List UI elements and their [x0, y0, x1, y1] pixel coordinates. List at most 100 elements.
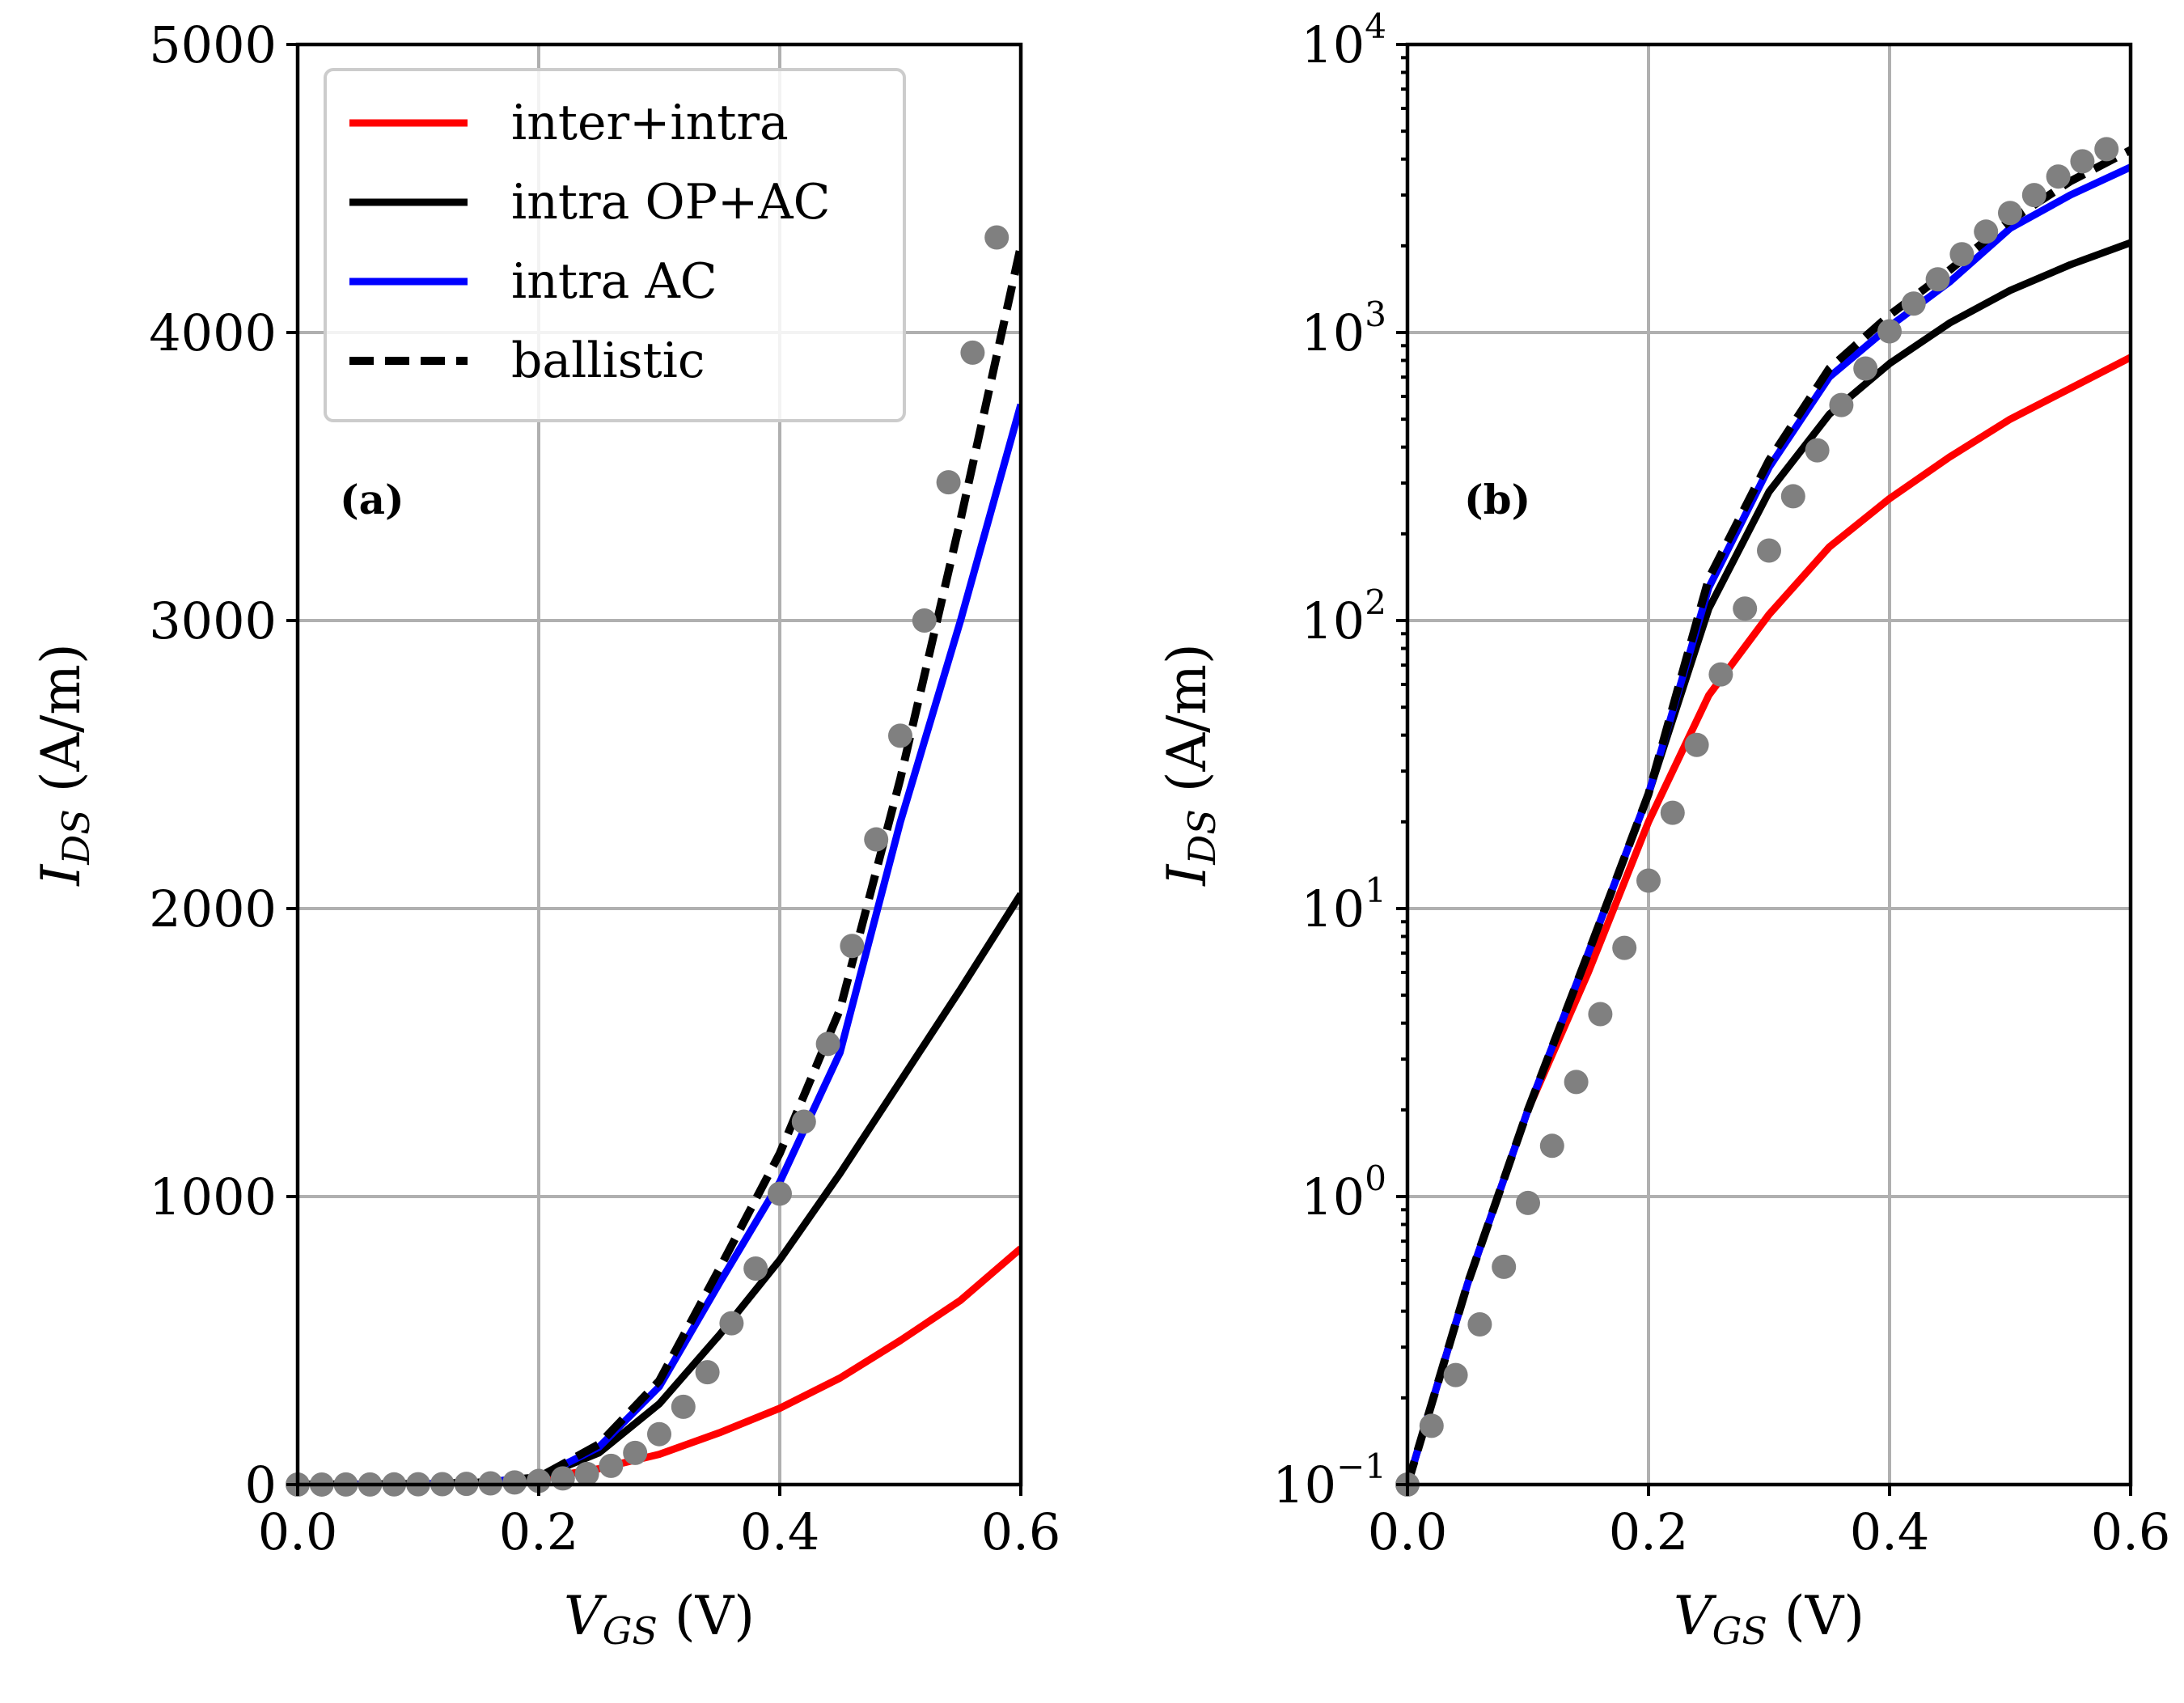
data-marker	[743, 1256, 768, 1281]
data-marker	[647, 1421, 671, 1447]
data-marker	[1998, 201, 2022, 226]
x-axis-label: VGS (V)	[1674, 1585, 1864, 1653]
data-marker	[1684, 732, 1709, 757]
data-marker	[1636, 868, 1661, 893]
data-marker	[936, 470, 961, 495]
data-marker	[527, 1468, 551, 1493]
series-line-ballistic	[298, 245, 1021, 1485]
y-axis-label-sub: DS	[1180, 809, 1224, 865]
x-axis-label: VGS (V)	[564, 1585, 755, 1653]
x-tick-label: 0.4	[740, 1502, 820, 1561]
y-axis-label-main: I	[1156, 863, 1218, 887]
data-marker	[1708, 662, 1733, 687]
y-tick-exponent: 0	[1365, 1159, 1386, 1198]
data-marker	[1467, 1311, 1492, 1337]
data-marker	[1564, 1070, 1589, 1095]
data-marker	[864, 827, 889, 852]
y-axis-label-sub: DS	[54, 809, 98, 865]
data-marker	[623, 1440, 648, 1465]
data-marker	[1443, 1362, 1468, 1387]
legend-label: inter+intra	[511, 95, 789, 151]
data-marker	[1419, 1413, 1444, 1438]
data-marker	[1612, 935, 1637, 960]
panel-label-b: (b)	[1464, 476, 1530, 523]
y-tick-label: 3000	[149, 591, 277, 650]
y-tick-label: 100	[1301, 1159, 1386, 1226]
data-marker	[1539, 1133, 1564, 1159]
data-marker	[1925, 267, 1950, 292]
y-axis-label-unit: (A/m)	[1156, 643, 1218, 809]
x-tick-label: 0.4	[1850, 1502, 1930, 1561]
panel-a: 0.0 0.2 0.4 0.6 0 1000 2000 3000 4000 5000 VGS (V)…	[30, 15, 1060, 1653]
data-marker	[840, 934, 865, 959]
data-marker	[2094, 137, 2119, 162]
data-marker	[502, 1470, 527, 1495]
legend-label: ballistic	[511, 333, 705, 389]
data-marker	[888, 723, 912, 748]
x-tick-label: 0.2	[1609, 1502, 1689, 1561]
x-axis-label-unit: (V)	[1767, 1585, 1864, 1647]
data-marker	[1516, 1190, 1540, 1215]
x-tick-label: 0.2	[499, 1502, 579, 1561]
x-axis-label-sub: GS	[603, 1609, 658, 1653]
y-tick-exponent: 1	[1365, 871, 1386, 910]
data-marker	[2021, 183, 2046, 208]
plot-frame	[1405, 42, 2133, 1487]
legend-label: intra AC	[511, 253, 717, 310]
series-a	[298, 245, 1021, 1485]
y-tick-label: 104	[1301, 6, 1386, 74]
data-marker	[1805, 438, 1830, 463]
y-tick-base: 10	[1301, 1167, 1365, 1226]
data-marker	[1780, 484, 1805, 509]
y-tick-label: 103	[1301, 294, 1386, 362]
data-marker	[1853, 356, 1878, 381]
data-marker	[671, 1394, 696, 1419]
series-line-ballistic	[1407, 146, 2131, 1485]
series-line-intra-op-ac	[298, 892, 1021, 1485]
y-tick-label: 5000	[149, 15, 277, 74]
y-tick-label: 4000	[149, 303, 277, 362]
data-marker	[2046, 164, 2071, 189]
data-marker	[1877, 319, 1902, 344]
data-marker	[1492, 1254, 1517, 1279]
y-axis-label: IDS (A/m)	[1156, 643, 1224, 886]
y-tick-exponent: −1	[1336, 1447, 1386, 1486]
y-axis-label-main: I	[30, 863, 92, 887]
series-line-intra-ac	[1407, 163, 2131, 1485]
legend-box	[324, 68, 906, 422]
y-tick-label: 102	[1301, 582, 1386, 650]
series-b	[1407, 146, 2131, 1485]
data-marker	[599, 1453, 624, 1478]
data-marker	[791, 1109, 816, 1134]
data-marker	[1733, 596, 1758, 621]
panel-label-a: (a)	[340, 476, 404, 523]
data-marker	[1829, 392, 1854, 417]
data-marker	[719, 1311, 744, 1336]
y-tick-base: 10	[1301, 15, 1365, 74]
y-tick-base: 10	[1301, 303, 1365, 362]
legend: inter+intra intra OP+AC intra AC ballistic	[324, 68, 906, 422]
x-tick-label: 0.6	[2091, 1502, 2171, 1561]
x-tick-label: 0.6	[981, 1502, 1061, 1561]
y-tick-base: 10	[1301, 879, 1365, 938]
y-tick-label: 1000	[149, 1167, 277, 1226]
y-tick-label: 2000	[149, 879, 277, 938]
x-axis-label-unit: (V)	[658, 1585, 755, 1647]
series-line-intra-ac	[298, 403, 1021, 1485]
x-tick-label: 0.0	[258, 1502, 338, 1561]
data-marker	[912, 608, 937, 633]
data-marker	[2070, 149, 2095, 174]
data-marker	[695, 1360, 720, 1385]
data-marker	[815, 1032, 840, 1057]
y-tick-label: 10−1	[1272, 1447, 1386, 1514]
data-marker	[550, 1466, 575, 1491]
x-axis-label-main: V	[1674, 1585, 1717, 1647]
data-marker	[1660, 800, 1685, 825]
x-tick-label: 0.0	[1368, 1502, 1448, 1561]
data-marker	[984, 225, 1009, 250]
y-tick-base: 10	[1272, 1455, 1336, 1514]
